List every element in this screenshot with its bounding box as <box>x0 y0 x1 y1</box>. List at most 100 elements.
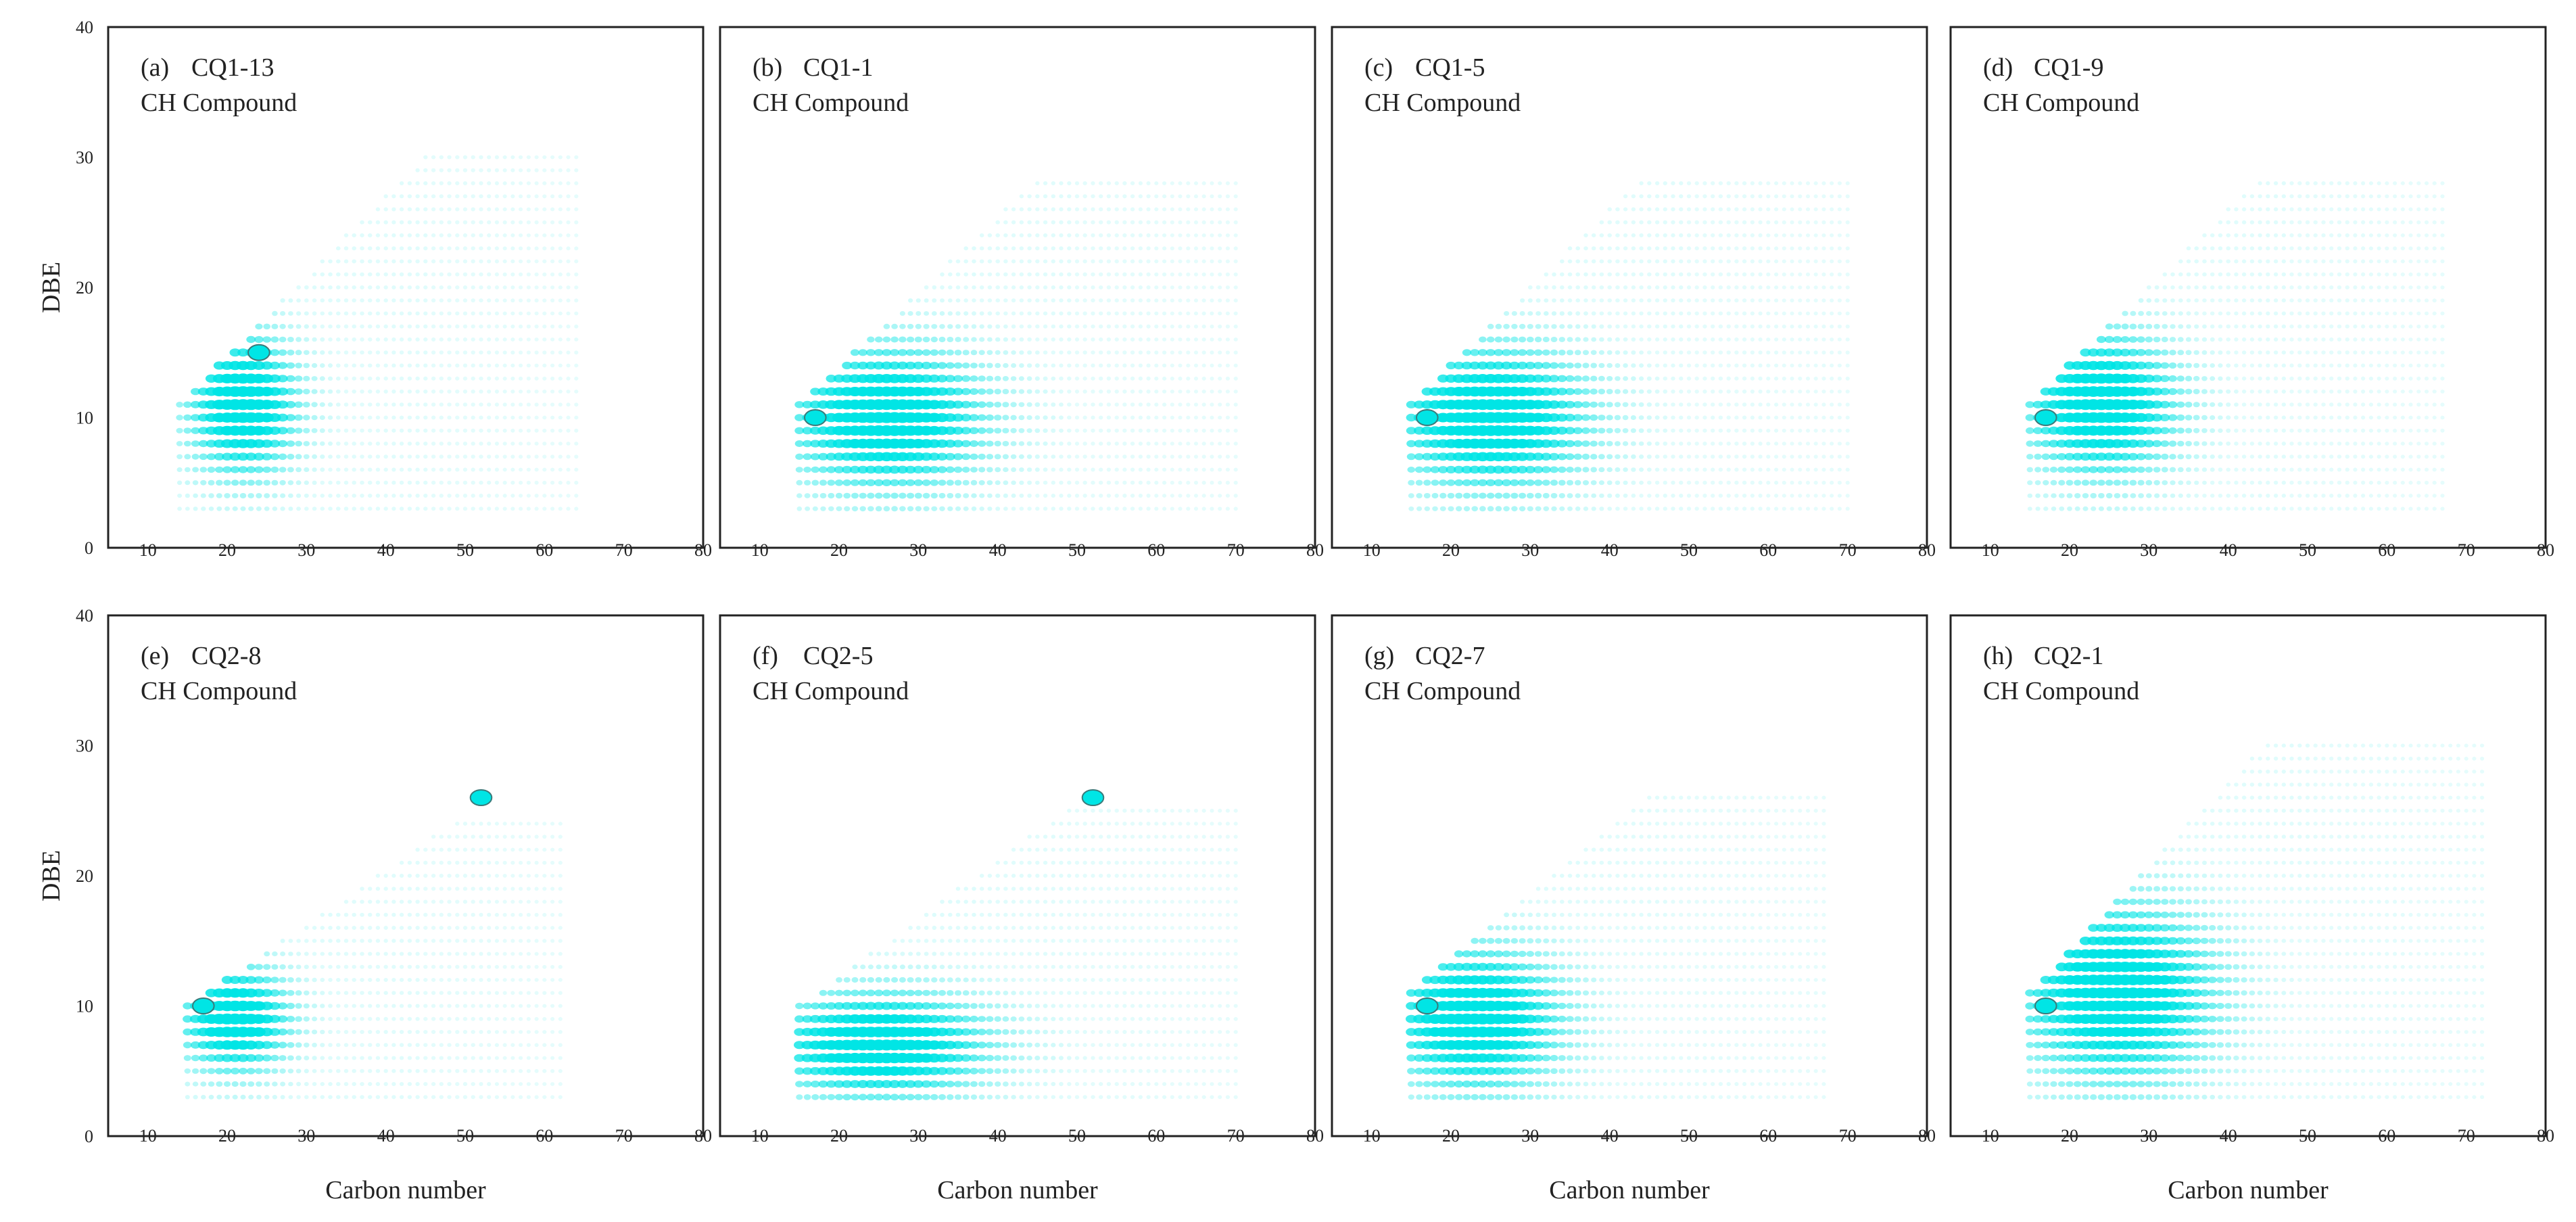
data-point <box>969 388 979 395</box>
data-point <box>2234 467 2239 472</box>
data-point <box>288 939 293 943</box>
data-point <box>1599 311 1604 316</box>
data-point <box>1766 207 1771 212</box>
data-point <box>2112 335 2122 344</box>
data-point <box>2424 233 2429 237</box>
data-point <box>1711 272 1715 277</box>
data-point <box>1082 311 1087 316</box>
data-point <box>1830 454 1834 459</box>
data-point <box>407 337 412 342</box>
data-point <box>890 479 899 486</box>
data-point <box>1821 233 1826 237</box>
data-point <box>2210 337 2215 342</box>
data-point <box>1010 427 1017 433</box>
data-point <box>1067 181 1072 185</box>
data-point <box>423 298 428 303</box>
data-point <box>2168 362 2177 369</box>
data-point <box>1059 272 1064 277</box>
data-point <box>2249 298 2255 303</box>
data-point <box>1019 337 1024 342</box>
data-point <box>1138 376 1143 381</box>
data-point <box>574 363 579 368</box>
data-point <box>2137 336 2145 343</box>
data-point <box>1581 401 1590 408</box>
data-point <box>850 479 860 486</box>
data-point <box>375 1082 381 1086</box>
data-point <box>2345 272 2350 277</box>
data-point <box>1606 415 1613 421</box>
data-point <box>2249 442 2255 446</box>
data-point <box>2241 350 2247 355</box>
data-point <box>2313 311 2318 316</box>
data-point <box>865 465 876 474</box>
data-point <box>1193 428 1199 433</box>
data-point <box>2440 507 2445 511</box>
data-point <box>1726 494 1731 498</box>
data-point <box>2432 311 2437 316</box>
data-point <box>2353 390 2358 394</box>
data-point <box>1201 298 1206 303</box>
data-point <box>176 415 183 421</box>
data-point <box>1654 272 1660 277</box>
data-point <box>2393 454 2398 459</box>
data-point <box>208 479 215 486</box>
data-point <box>1178 272 1183 277</box>
data-point <box>447 350 452 355</box>
data-point <box>278 989 287 997</box>
data-point <box>1606 467 1613 473</box>
data-point <box>2151 400 2163 409</box>
data-point <box>343 285 349 289</box>
data-point <box>423 402 428 407</box>
data-point <box>184 1068 191 1074</box>
data-point <box>270 989 280 997</box>
data-point <box>1091 454 1095 459</box>
data-point <box>256 1081 262 1087</box>
data-point <box>1019 507 1024 511</box>
data-point <box>1527 506 1533 512</box>
data-point <box>1162 324 1167 329</box>
data-point <box>2201 467 2208 472</box>
data-point <box>2281 298 2286 303</box>
data-point <box>1502 336 1510 343</box>
data-point <box>367 298 373 303</box>
data-point <box>1154 350 1159 355</box>
data-point <box>1734 220 1739 225</box>
data-point <box>2368 350 2373 355</box>
data-point <box>2169 467 2176 473</box>
data-point <box>1837 442 1842 446</box>
data-point <box>1679 376 1684 381</box>
data-point <box>328 1016 333 1021</box>
data-point <box>1035 311 1040 316</box>
data-point <box>1711 363 1715 368</box>
data-point <box>2408 246 2413 251</box>
data-point <box>1106 480 1112 485</box>
data-point <box>519 259 523 264</box>
data-point <box>487 259 492 264</box>
data-point <box>1702 272 1707 277</box>
data-point <box>415 454 420 459</box>
data-point <box>2424 207 2429 212</box>
data-point <box>1043 415 1048 420</box>
data-point <box>1631 454 1636 459</box>
data-point <box>2361 467 2366 472</box>
data-point <box>1002 441 1009 446</box>
data-point <box>1671 194 1675 199</box>
data-point <box>558 390 563 394</box>
data-point <box>1043 389 1048 394</box>
data-point <box>1726 363 1731 368</box>
data-point <box>1623 454 1629 459</box>
data-point <box>2361 233 2366 237</box>
data-point <box>1679 428 1684 433</box>
data-point <box>1750 415 1755 420</box>
data-point <box>2377 363 2381 368</box>
data-point <box>1702 454 1707 459</box>
data-point <box>1487 506 1494 512</box>
data-point <box>336 363 341 368</box>
data-point <box>1059 233 1064 237</box>
data-point <box>1130 246 1135 251</box>
data-point <box>471 507 475 511</box>
data-point <box>859 506 866 512</box>
data-point <box>352 926 356 930</box>
data-point <box>1671 285 1675 289</box>
data-point <box>360 899 364 904</box>
